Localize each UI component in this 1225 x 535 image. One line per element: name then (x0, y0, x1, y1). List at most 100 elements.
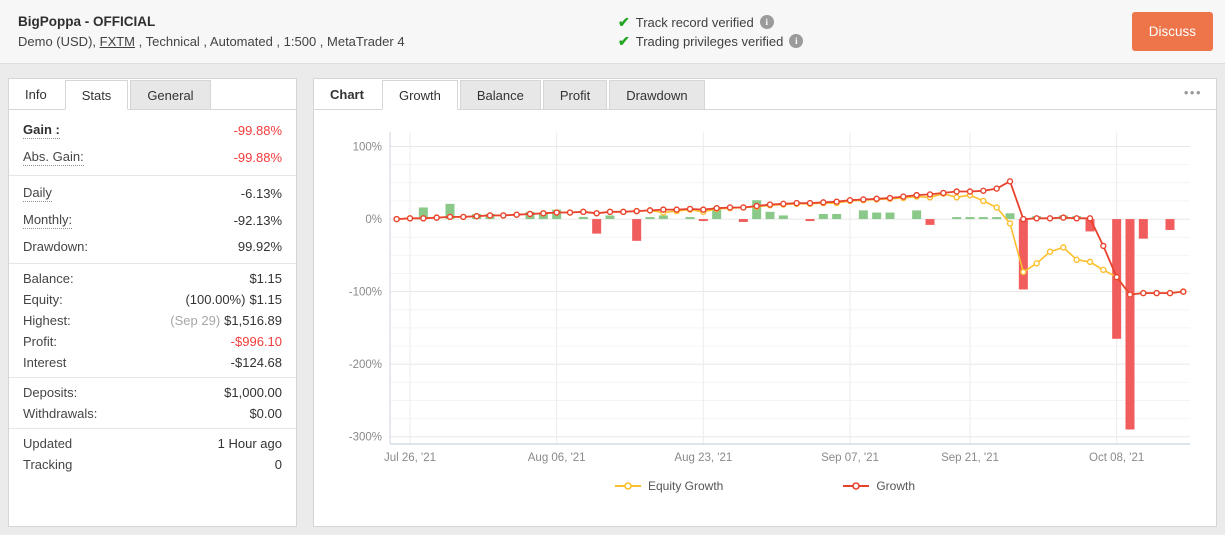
daily-loss-bar (1125, 219, 1135, 430)
stat-row: Drawdown: 99.92% (9, 234, 296, 259)
tab-stats[interactable]: Stats (64, 80, 129, 110)
verification-label: Trading privileges verified (635, 33, 784, 49)
tab-drawdown[interactable]: Drawdown (609, 80, 705, 110)
daily-loss-bar (632, 219, 642, 241)
growth-marker (646, 207, 654, 214)
stat-label: Balance: (23, 271, 74, 286)
growth-chart[interactable]: 100% 0% -100% -200% -300% Jul 26, '21 Aug 06, … (328, 120, 1202, 473)
stat-label: Withdrawals: (23, 406, 98, 421)
legend-label: Equity Growth (647, 479, 724, 493)
growth-marker (1100, 242, 1107, 250)
discuss-button[interactable]: Discuss (1131, 12, 1213, 51)
stat-value-text: $1,516.89 (224, 313, 282, 328)
growth-marker (726, 204, 734, 211)
stat-row: Updated 1 Hour ago (9, 433, 296, 454)
growth-marker (1060, 214, 1067, 221)
equity-growth-marker (1033, 260, 1040, 267)
daily-gain-bar (712, 209, 722, 220)
stat-label: Highest: (23, 313, 71, 328)
info-icon[interactable]: i (789, 34, 804, 48)
daily-gain-bar (1005, 213, 1015, 220)
stat-group: Balance: $1.15 Equity: (100.00%) $1.15 Highes… (9, 264, 296, 378)
stat-value-text: 1 Hour ago (217, 436, 282, 451)
daily-gain-bar (885, 212, 895, 220)
growth-marker (393, 215, 400, 223)
daily-gain-bar (778, 215, 788, 220)
growth-marker (753, 202, 760, 210)
growth-marker (1006, 178, 1014, 185)
growth-marker (820, 199, 827, 206)
equity-growth-marker (1046, 248, 1054, 255)
stat-value-text: 99.92% (237, 239, 282, 254)
daily-gain-bar (658, 215, 668, 220)
tab-profit[interactable]: Profit (542, 80, 608, 110)
stat-value: -99.88% (234, 123, 282, 138)
tab-chart[interactable]: Chart (314, 79, 380, 109)
stat-group: Daily -6.13% Monthly: -92.13% Drawdown: 99.92… (9, 176, 296, 264)
verification-block: ✔ Track record verified i ✔ Trading priv… (618, 15, 1132, 49)
legend-item-equity-growth[interactable]: Equity Growth (614, 479, 724, 493)
tab-balance[interactable]: Balance (459, 80, 541, 110)
main-content: Info Stats General Gain : -99.88% Abs. Gai… (0, 64, 1225, 527)
stats-panel-tabs: Info Stats General (9, 79, 296, 110)
stat-value-text: -$996.10 (230, 334, 282, 349)
daily-gain-bar (685, 217, 695, 220)
equity-growth-marker (980, 197, 987, 205)
growth-marker (500, 212, 507, 219)
growth-marker (1020, 215, 1027, 223)
tab-growth[interactable]: Growth (381, 80, 458, 110)
broker-link[interactable]: FXTM (99, 34, 136, 49)
verification-label: Track record verified (635, 14, 754, 30)
daily-gain-bar (992, 217, 1002, 220)
stat-value-text: -92.13% (233, 213, 282, 228)
stat-value: -$124.68 (231, 355, 282, 370)
growth-marker (940, 189, 947, 197)
stat-label: Updated (23, 436, 73, 451)
tab-general[interactable]: General (130, 80, 211, 110)
growth-marker (740, 204, 747, 211)
stat-value: 1 Hour ago (218, 436, 282, 451)
stat-row: Monthly: -92.13% (9, 207, 296, 234)
growth-marker (633, 207, 640, 215)
legend-item-growth[interactable]: Growth (843, 479, 915, 493)
account-identity: BigPoppa - OFFICIAL Demo (USD), FXTM , T… (18, 14, 618, 49)
growth-marker (420, 215, 427, 222)
chart-menu-icon[interactable]: ••• (1183, 85, 1202, 100)
growth-marker (833, 198, 840, 205)
growth-marker (806, 199, 814, 207)
tab-info[interactable]: Info (9, 79, 63, 109)
stat-value: -$996.10 (231, 334, 282, 349)
growth-marker (553, 209, 560, 216)
growth-marker (1113, 273, 1120, 281)
stat-value-text: $1.15 (249, 271, 282, 286)
growth-marker (580, 208, 587, 216)
growth-marker (446, 213, 454, 221)
track-record-verified: ✔ Track record verified i (618, 15, 1132, 30)
y-tick-label: 100% (353, 142, 382, 154)
growth-marker (700, 206, 707, 213)
daily-loss-bar (738, 219, 748, 222)
growth-marker (926, 191, 934, 198)
growth-marker (1180, 288, 1187, 295)
stat-value: (Sep 29) $1,516.89 (170, 313, 282, 328)
growth-marker (966, 188, 974, 195)
stat-row: Tracking 0 (9, 454, 296, 475)
legend-marker-icon (614, 482, 641, 490)
stat-row: Balance: $1.15 (9, 268, 296, 289)
daily-gain-bar (418, 207, 428, 220)
daily-gain-bar (765, 211, 775, 220)
stats-panel: Info Stats General Gain : -99.88% Abs. Gai… (8, 78, 297, 527)
chart-body: 100% 0% -100% -200% -300% Jul 26, '21 Aug 06, … (314, 110, 1216, 493)
growth-chart-svg: 100% 0% -100% -200% -300%Jul 26, '21 Aug 06, … (349, 132, 1190, 464)
x-tick-label: Aug 23, '21 (674, 452, 732, 464)
stat-value-text: $1.15 (249, 292, 282, 307)
stat-row: Abs. Gain: -99.88% (9, 144, 296, 171)
growth-marker (993, 185, 1000, 192)
y-tick-label: -300% (349, 432, 382, 444)
x-tick-label: Aug 06, '21 (528, 452, 586, 464)
stat-value-text: -99.88% (233, 150, 282, 165)
growth-marker (460, 213, 467, 221)
growth-marker (660, 206, 667, 213)
legend-label: Growth (876, 479, 916, 493)
info-icon[interactable]: i (759, 15, 774, 29)
